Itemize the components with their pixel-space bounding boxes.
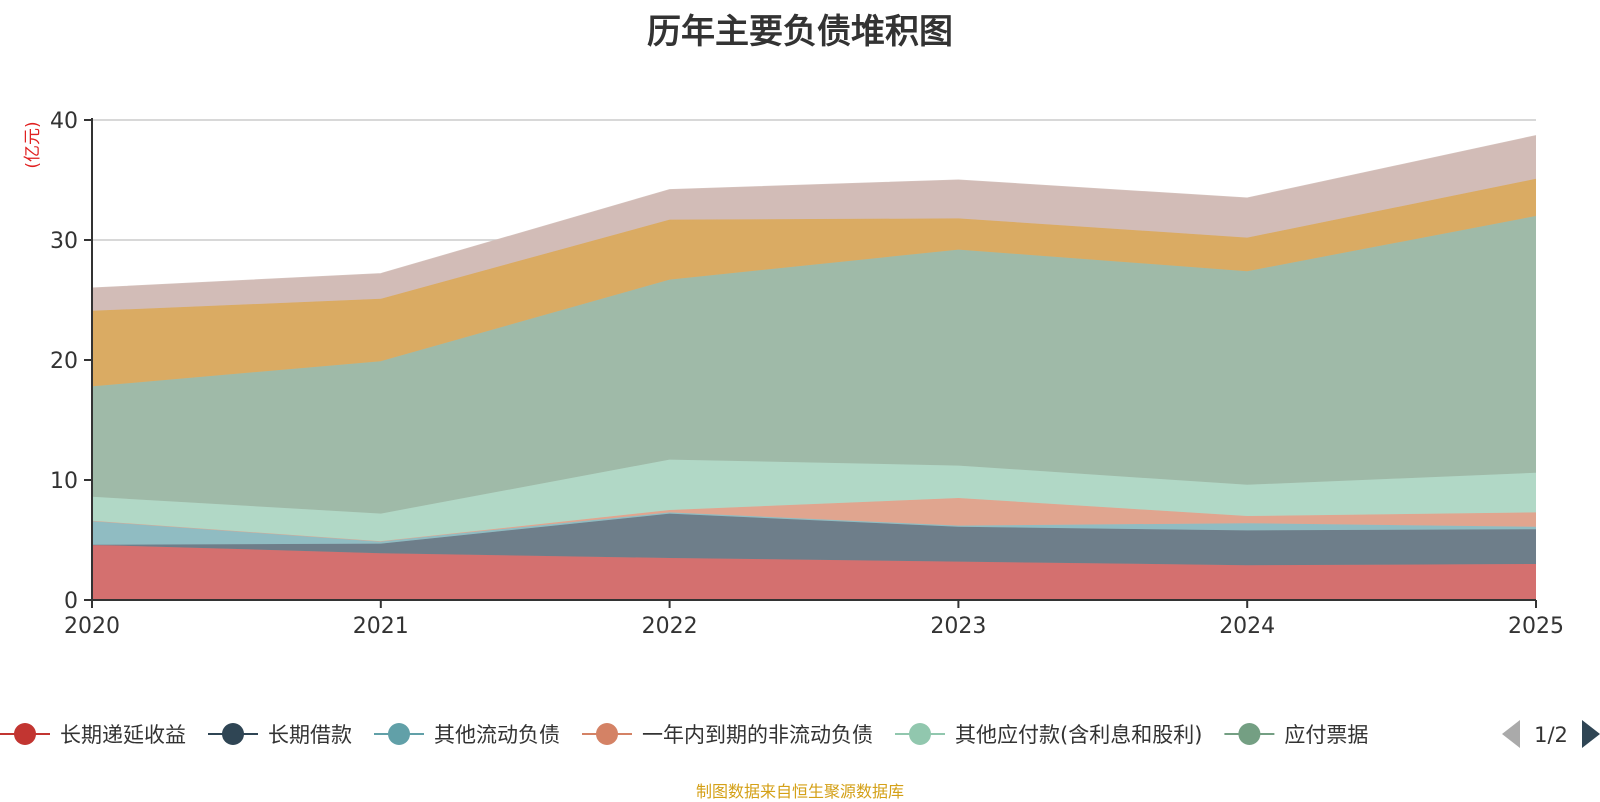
legend-label: 其他应付款(含利息和股利)	[955, 723, 1202, 747]
legend-page-indicator: 1/2	[1534, 723, 1568, 747]
legend-marker-5	[909, 723, 931, 745]
legend-label: 其他流动负债	[434, 723, 560, 747]
legend-label: 一年内到期的非流动负债	[642, 723, 873, 747]
legend-pager: 1/2	[1502, 720, 1600, 748]
y-tick-label: 0	[64, 589, 78, 614]
legend-label: 长期递延收益	[60, 723, 186, 747]
area-series-7	[92, 178, 1536, 387]
y-axis-unit-label: (亿元)	[23, 121, 43, 168]
x-tick-label: 2020	[64, 614, 120, 639]
legend-item-6[interactable]: 应付票据	[1224, 723, 1368, 747]
axes: 0 10 20 30 40 2020 2021 2022 2023 2024 2025	[50, 109, 1564, 639]
legend-marker-1	[14, 723, 36, 745]
legend: 长期递延收益 长期借款 其他流动负债 一年内到期的非流动负债 其他应付款(含利息和股利)…	[0, 720, 1600, 748]
area-series-2	[92, 513, 1536, 566]
y-tick-label: 40	[50, 109, 78, 134]
legend-next-page-icon[interactable]	[1582, 720, 1600, 748]
legend-item-5[interactable]: 其他应付款(含利息和股利)	[895, 723, 1202, 747]
y-tick-label: 10	[50, 469, 78, 494]
x-tick-label: 2025	[1508, 614, 1564, 639]
legend-marker-4	[596, 723, 618, 745]
legend-label: 长期借款	[268, 723, 352, 747]
legend-item-4[interactable]: 一年内到期的非流动负债	[582, 723, 873, 747]
area-series-1	[92, 544, 1536, 600]
source-note: 制图数据来自恒生聚源数据库	[695, 782, 904, 801]
y-tick-label: 20	[50, 349, 78, 374]
chart-title: 历年主要负债堆积图	[647, 12, 953, 52]
area-series-6	[92, 216, 1536, 514]
legend-prev-page-icon[interactable]	[1502, 720, 1520, 748]
stacked-areas	[91, 135, 1537, 600]
x-tick-label: 2021	[353, 614, 409, 639]
legend-marker-6	[1238, 723, 1261, 745]
area-series-4	[92, 498, 1536, 542]
area-series-8	[92, 135, 1536, 311]
legend-label: 应付票据	[1284, 723, 1368, 747]
legend-item-1[interactable]: 长期递延收益	[0, 723, 186, 747]
legend-item-2[interactable]: 长期借款	[208, 723, 352, 747]
area-series-3	[92, 512, 1536, 545]
area-series-8-edge	[91, 135, 1537, 289]
legend-marker-2	[222, 723, 244, 745]
y-tick-label: 30	[50, 229, 78, 254]
x-tick-label: 2022	[642, 614, 698, 639]
x-tick-label: 2024	[1219, 614, 1275, 639]
legend-marker-3	[388, 723, 410, 745]
x-tick-label: 2023	[930, 614, 986, 639]
legend-item-3[interactable]: 其他流动负债	[374, 723, 560, 747]
legend-items: 长期递延收益 长期借款 其他流动负债 一年内到期的非流动负债 其他应付款(含利息和股利)…	[0, 723, 1368, 747]
